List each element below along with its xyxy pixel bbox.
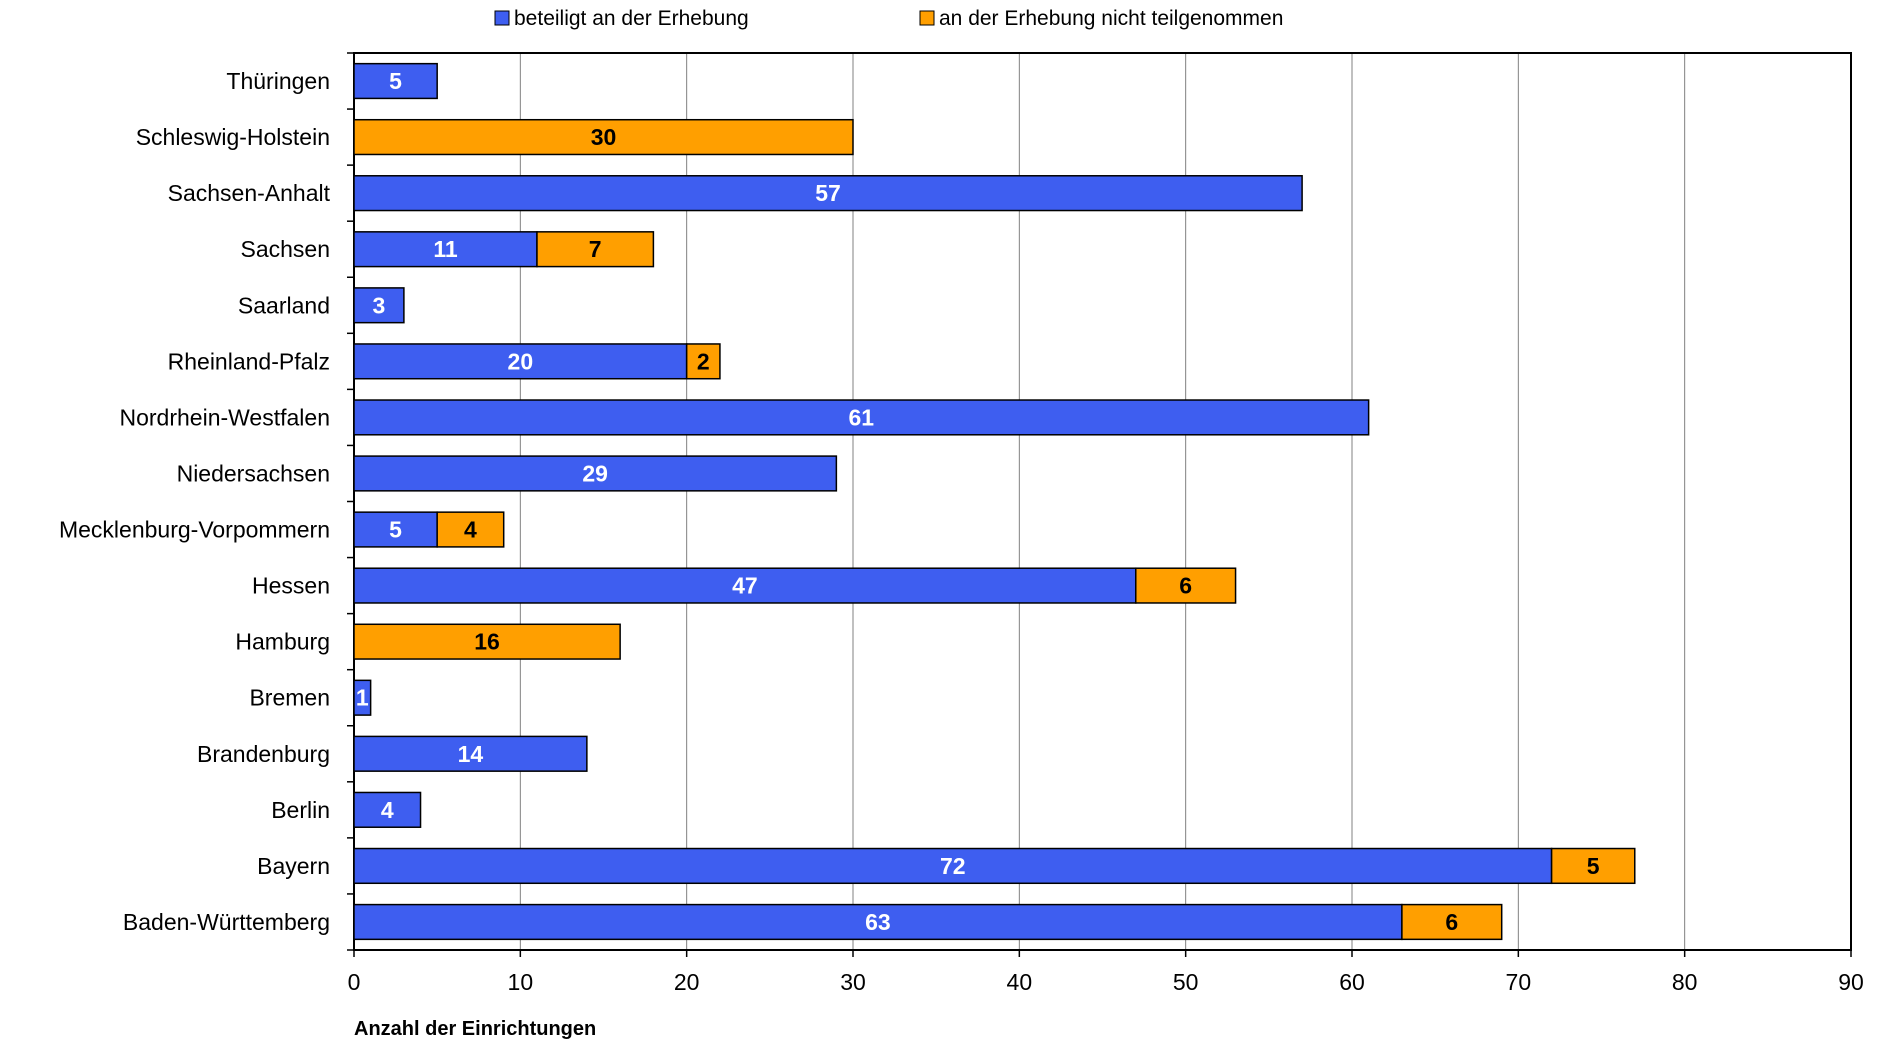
category-label: Brandenburg xyxy=(197,741,330,767)
bar-segment-beteiligt xyxy=(353,455,838,492)
bar-segment-beteiligt xyxy=(353,735,588,772)
x-axis-title: Anzahl der Einrichtungen xyxy=(354,1018,596,1040)
bar-value-label: 1 xyxy=(356,685,369,711)
category-label: Niedersachsen xyxy=(177,460,330,486)
category-label: Baden-Württemberg xyxy=(123,909,330,935)
category-label: Saarland xyxy=(238,292,330,318)
bar-segment-nicht-teilgenommen xyxy=(353,623,621,660)
category-label: Schleswig-Holstein xyxy=(136,124,330,150)
bar-value-label: 7 xyxy=(589,236,602,262)
bar-segment-beteiligt xyxy=(353,231,538,268)
bar-segment-beteiligt xyxy=(353,791,422,828)
bar-segment-nicht-teilgenommen xyxy=(536,231,655,268)
bar-segment-beteiligt xyxy=(353,175,1303,212)
bar-value-label: 5 xyxy=(1587,853,1600,879)
bar-value-label: 57 xyxy=(815,180,841,206)
x-tick-label: 20 xyxy=(674,969,700,995)
category-label: Sachsen-Anhalt xyxy=(168,180,331,206)
category-label: Sachsen xyxy=(240,236,330,262)
x-tick-label: 90 xyxy=(1838,969,1864,995)
bar-value-label: 5 xyxy=(389,517,402,543)
bar-segment-nicht-teilgenommen xyxy=(436,511,505,548)
bar-segment-beteiligt xyxy=(353,62,438,100)
bar-value-label: 4 xyxy=(464,517,477,543)
bar-value-label: 6 xyxy=(1445,909,1458,935)
x-tick-label: 50 xyxy=(1173,969,1199,995)
bar-segment-beteiligt xyxy=(353,847,1553,885)
bar-segment-beteiligt xyxy=(353,679,372,716)
x-tick-label: 70 xyxy=(1506,969,1532,995)
bar-segment-beteiligt xyxy=(353,287,405,324)
x-tick-label: 0 xyxy=(348,969,361,995)
bar-value-label: 16 xyxy=(474,629,500,655)
bar-value-label: 61 xyxy=(849,404,875,430)
bar-value-label: 20 xyxy=(508,348,534,374)
bar-value-label: 6 xyxy=(1179,573,1192,599)
bar-value-label: 30 xyxy=(591,124,617,150)
category-label: Mecklenburg-Vorpommern xyxy=(59,517,330,543)
bar-value-label: 3 xyxy=(373,292,386,318)
legend-label: beteiligt an der Erhebung xyxy=(514,7,749,30)
category-label: Nordrhein-Westfalen xyxy=(119,404,330,430)
x-tick-label: 30 xyxy=(840,969,866,995)
bar-value-label: 29 xyxy=(582,460,608,486)
bar-segment-nicht-teilgenommen xyxy=(353,118,854,156)
bar-value-label: 5 xyxy=(389,68,402,94)
bar-segment-beteiligt xyxy=(353,903,1403,941)
bar-value-label: 47 xyxy=(732,573,758,599)
category-label: Hessen xyxy=(252,573,330,599)
x-tick-label: 10 xyxy=(508,969,534,995)
bar-value-label: 63 xyxy=(865,909,891,935)
category-label: Rheinland-Pfalz xyxy=(168,348,330,374)
category-label: Berlin xyxy=(271,797,330,823)
bar-segment-beteiligt xyxy=(353,399,1370,436)
x-tick-label: 40 xyxy=(1007,969,1033,995)
category-label: Hamburg xyxy=(235,629,330,655)
bar-value-label: 14 xyxy=(458,741,484,767)
bar-value-label: 2 xyxy=(697,348,710,374)
x-tick-label: 60 xyxy=(1339,969,1365,995)
bar-segment-nicht-teilgenommen xyxy=(1135,567,1237,604)
bar-segment-beteiligt xyxy=(353,511,438,548)
legend-label: an der Erhebung nicht teilgenommen xyxy=(939,7,1283,30)
category-label: Bayern xyxy=(257,853,330,879)
legend-swatch xyxy=(494,10,510,26)
bar-value-label: 72 xyxy=(940,853,966,879)
bar-segment-nicht-teilgenommen xyxy=(1550,847,1636,885)
category-label: Bremen xyxy=(249,685,330,711)
bar-segment-nicht-teilgenommen xyxy=(685,343,721,380)
bar-value-label: 4 xyxy=(381,797,394,823)
legend-swatch xyxy=(919,10,935,26)
x-tick-label: 80 xyxy=(1672,969,1698,995)
bar-segment-beteiligt xyxy=(353,343,688,380)
bar-value-label: 11 xyxy=(433,236,458,262)
bar-segment-nicht-teilgenommen xyxy=(1401,903,1503,941)
category-label: Thüringen xyxy=(226,68,330,94)
